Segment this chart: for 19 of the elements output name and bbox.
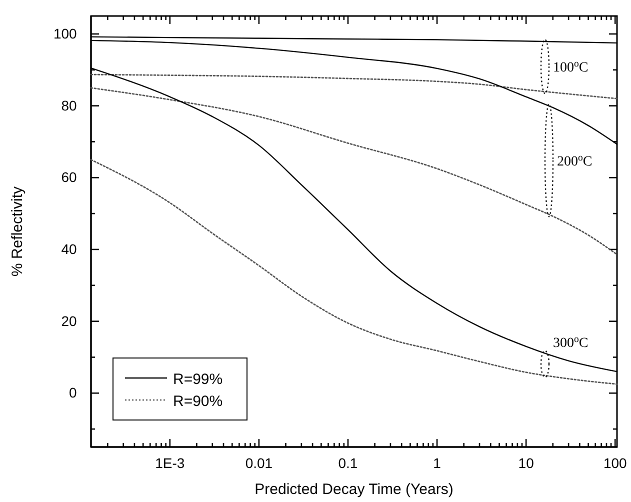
legend-label: R=90%	[173, 393, 223, 410]
x-tick-label: 10	[518, 455, 534, 472]
legend-label: R=99%	[173, 371, 223, 388]
y-tick-label: 20	[61, 312, 78, 329]
y-tick-label: 80	[61, 97, 78, 114]
x-tick-label: 0.1	[338, 455, 358, 472]
x-tick-label: 0.01	[245, 455, 273, 472]
y-tick-label: 40	[61, 240, 78, 257]
annotation: 200$^{o}$C	[557, 152, 592, 170]
x-tick-label: 1E-3	[155, 455, 185, 472]
x-axis-title: Predicted Decay Time (Years)	[254, 481, 454, 498]
y-tick-label: 0	[69, 384, 78, 401]
annotation: 300$^{o}$C	[553, 333, 588, 351]
y-tick-label: 100	[53, 25, 78, 42]
annotation: 100$^{o}$C	[553, 58, 588, 76]
y-axis-title: % Reflectivity	[9, 186, 26, 277]
x-tick-label: 1	[433, 455, 442, 472]
y-tick-label: 60	[61, 169, 78, 186]
x-tick-label: 100	[603, 455, 628, 472]
